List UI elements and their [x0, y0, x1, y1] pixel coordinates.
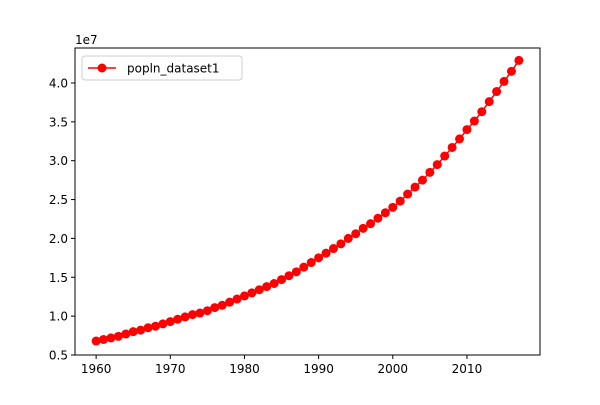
legend-label: popln_dataset1: [127, 62, 220, 76]
data-point: [388, 202, 398, 212]
y-tick-label: 1.0: [49, 310, 68, 324]
y-axis-ticks: 0.5 1.0 1.5 2.0 2.5 3.0 3.5 4.0: [49, 76, 75, 363]
data-point: [165, 317, 175, 327]
data-point: [410, 182, 420, 192]
data-point: [277, 275, 287, 285]
data-point: [180, 312, 190, 322]
y-tick-label: 1.5: [49, 271, 68, 285]
data-point: [158, 319, 168, 329]
y-tick-label: 2.0: [49, 232, 68, 246]
data-point: [432, 160, 442, 170]
data-point: [314, 253, 324, 263]
y-tick-label: 3.5: [49, 115, 68, 129]
data-point: [506, 66, 516, 76]
data-point: [202, 306, 212, 316]
x-tick-label: 1960: [81, 362, 112, 376]
data-point: [366, 219, 376, 229]
data-point: [188, 310, 198, 320]
data-point: [269, 278, 279, 288]
x-tick-label: 1990: [303, 362, 334, 376]
data-point: [239, 291, 249, 301]
data-point: [492, 87, 502, 97]
data-point: [150, 321, 160, 331]
x-tick-label: 2010: [452, 362, 483, 376]
data-point: [514, 55, 524, 65]
data-point: [106, 333, 116, 343]
y-tick-label: 0.5: [49, 349, 68, 363]
series-layer: [91, 55, 524, 346]
y-tick-label: 2.5: [49, 193, 68, 207]
data-point: [358, 223, 368, 233]
data-point: [462, 125, 472, 135]
data-point: [447, 142, 457, 152]
data-point: [291, 267, 301, 277]
data-point: [440, 151, 450, 161]
x-tick-label: 1980: [229, 362, 260, 376]
legend-box: [81, 55, 243, 81]
data-point: [336, 239, 346, 249]
data-point: [477, 107, 487, 117]
data-point: [217, 300, 227, 310]
data-point: [380, 208, 390, 218]
legend: popln_dataset1: [81, 55, 243, 81]
data-point: [425, 167, 435, 177]
data-point: [469, 116, 479, 126]
y-offset-label: 1e7: [75, 33, 98, 47]
data-point: [484, 97, 494, 107]
data-point: [343, 233, 353, 243]
legend-marker-swatch: [97, 63, 107, 73]
x-axis-ticks: 1960 1970 1980 1990 2000 2010: [81, 355, 482, 376]
data-point: [373, 213, 383, 223]
data-point: [195, 308, 205, 318]
data-point: [306, 258, 316, 268]
data-point: [121, 329, 131, 339]
data-point: [128, 327, 138, 337]
data-point: [225, 297, 235, 307]
x-tick-label: 1970: [155, 362, 186, 376]
data-point: [254, 285, 264, 295]
data-point: [321, 248, 331, 258]
y-tick-label: 3.0: [49, 154, 68, 168]
data-point: [262, 282, 272, 292]
data-point: [351, 229, 361, 239]
data-point: [136, 325, 146, 335]
data-point: [113, 331, 123, 341]
data-point: [328, 244, 338, 254]
x-tick-label: 2000: [378, 362, 409, 376]
data-point: [284, 271, 294, 281]
data-point: [499, 76, 509, 86]
plot-frame: [74, 47, 541, 356]
data-point: [455, 134, 465, 144]
data-point: [91, 336, 101, 346]
data-point: [403, 189, 413, 199]
data-point: [395, 196, 405, 206]
data-point: [99, 334, 109, 344]
data-point: [417, 175, 427, 185]
data-point: [247, 288, 257, 298]
data-point: [232, 294, 242, 304]
data-point: [143, 323, 153, 333]
y-tick-label: 4.0: [49, 76, 68, 90]
data-point: [173, 314, 183, 324]
data-point: [210, 303, 220, 313]
data-point: [299, 262, 309, 272]
